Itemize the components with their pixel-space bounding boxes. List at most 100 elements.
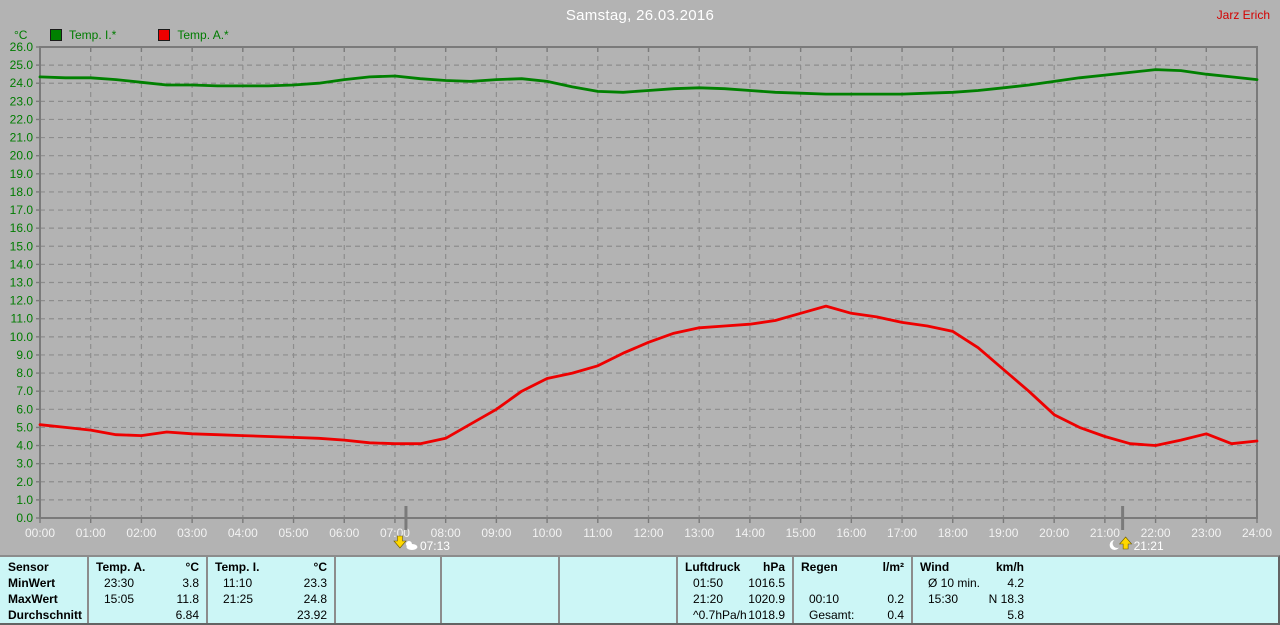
stat-row-label: MinWert bbox=[8, 576, 56, 590]
y-tick-label: 23.0 bbox=[10, 94, 34, 108]
x-tick-label: 15:00 bbox=[786, 526, 816, 540]
stat-cell-time: 01:50 bbox=[693, 576, 724, 590]
cloud-icon bbox=[406, 544, 418, 550]
y-tick-label: 8.0 bbox=[16, 366, 33, 380]
temperature-chart[interactable]: 0.0 1.0 2.0 3.0 4.0 5.0 6.0 7.0 8.0 9.0 10.0 11.0 12… bbox=[0, 0, 1280, 555]
x-tick-label: 01:00 bbox=[76, 526, 106, 540]
y-tick-label: 2.0 bbox=[16, 475, 33, 489]
stat-column-separator bbox=[440, 557, 442, 623]
sunrise-tick bbox=[404, 506, 408, 530]
x-tick-label: 23:00 bbox=[1191, 526, 1221, 540]
stat-cell-value: 23.92 bbox=[296, 608, 327, 622]
sunset-tick bbox=[1121, 506, 1125, 530]
legend-item-temp-a: Temp. A.* bbox=[158, 28, 229, 42]
stat-column-separator bbox=[334, 557, 336, 623]
y-tick-label: 1.0 bbox=[16, 493, 33, 507]
x-tick-label: 18:00 bbox=[938, 526, 968, 540]
stat-group-unit: °C bbox=[313, 560, 327, 574]
plot-border bbox=[39, 46, 1258, 519]
temp-a-color-swatch bbox=[158, 29, 171, 41]
y-tick-label: 17.0 bbox=[10, 203, 34, 217]
stat-group-unit: °C bbox=[185, 560, 199, 574]
y-tick-label: 22.0 bbox=[10, 112, 34, 126]
y-tick-label: 0.0 bbox=[16, 511, 33, 525]
stat-group-name: Regen bbox=[801, 560, 838, 574]
sunset-arrow-up-icon bbox=[1118, 536, 1133, 550]
y-tick-label: 20.0 bbox=[10, 149, 34, 163]
y-tick-label: 24.0 bbox=[10, 76, 34, 90]
stat-cell-value: 1020.9 bbox=[748, 592, 785, 606]
y-tick-label: 3.0 bbox=[16, 457, 33, 471]
y-tick-label: 15.0 bbox=[10, 239, 34, 253]
user-name-label: Jarz Erich bbox=[1216, 8, 1270, 22]
y-tick-label: 6.0 bbox=[16, 402, 33, 416]
grid-lines bbox=[40, 47, 1257, 518]
y-tick-label: 18.0 bbox=[10, 185, 34, 199]
x-tick-label: 09:00 bbox=[481, 526, 511, 540]
y-tick-label: 26.0 bbox=[10, 40, 34, 54]
stat-row-label: MaxWert bbox=[8, 592, 58, 606]
stat-cell-value: 11.8 bbox=[176, 592, 199, 606]
sunrise-arrow-down-icon bbox=[393, 535, 407, 549]
x-tick-label: 24:00 bbox=[1242, 526, 1272, 540]
legend-label-temp-a: Temp. A.* bbox=[177, 28, 229, 42]
stat-row-label: Durchschnitt bbox=[8, 608, 83, 622]
y-tick-label: 21.0 bbox=[10, 131, 34, 145]
temp-i-color-swatch bbox=[50, 29, 62, 41]
y-tick-label: 4.0 bbox=[16, 439, 33, 453]
y-tick-label: 25.0 bbox=[10, 58, 34, 72]
stat-cell-time: 21:25 bbox=[223, 592, 254, 606]
stat-cell-time: 15:30 bbox=[928, 592, 959, 606]
stat-cell-time: 00:10 bbox=[809, 592, 840, 606]
stat-cell-time: 21:20 bbox=[693, 592, 724, 606]
stat-cell-time: Gesamt: bbox=[809, 608, 855, 622]
x-tick-label: 00:00 bbox=[25, 526, 55, 540]
y-tick-label: 19.0 bbox=[10, 167, 34, 181]
x-tick-label: 10:00 bbox=[532, 526, 562, 540]
x-tick-label: 03:00 bbox=[177, 526, 207, 540]
stat-cell-value: 24.8 bbox=[303, 592, 327, 606]
stat-group-name: Wind bbox=[920, 560, 950, 574]
y-tick-label: 5.0 bbox=[16, 420, 33, 434]
stat-column-separator bbox=[676, 557, 678, 623]
stat-cell-time: 23:30 bbox=[104, 576, 135, 590]
sunset-time-label: 21:21 bbox=[1134, 539, 1164, 553]
stat-group-name: Temp. I. bbox=[215, 560, 260, 574]
x-tick-label: 02:00 bbox=[126, 526, 156, 540]
x-tick-label: 04:00 bbox=[228, 526, 258, 540]
x-tick-label: 16:00 bbox=[836, 526, 866, 540]
y-tick-label: 11.0 bbox=[11, 312, 34, 326]
y-tick-label: 13.0 bbox=[10, 276, 34, 290]
x-tick-label: 19:00 bbox=[988, 526, 1018, 540]
y-tick-label: 7.0 bbox=[16, 384, 33, 398]
stat-group-name: Luftdruck bbox=[685, 560, 741, 574]
stat-group-name: Temp. A. bbox=[96, 560, 146, 574]
y-axis-unit-label: °C bbox=[14, 28, 28, 42]
stat-group-unit: km/h bbox=[995, 560, 1024, 574]
stat-column-separator bbox=[206, 557, 208, 623]
chart-legend: Temp. I.* Temp. A.* bbox=[50, 28, 229, 42]
stat-column-separator bbox=[87, 557, 89, 623]
date-title: Samstag, 26.03.2016 bbox=[565, 7, 715, 24]
stat-cell-value: 1018.9 bbox=[748, 608, 785, 622]
y-tick-label: 12.0 bbox=[10, 294, 34, 308]
moon-icon-cutout bbox=[1112, 539, 1122, 548]
x-tick-label: 20:00 bbox=[1039, 526, 1069, 540]
stat-cell-value: 0.4 bbox=[887, 608, 904, 622]
stat-group-unit: l/m² bbox=[882, 560, 904, 574]
stat-cell-value: 1016.5 bbox=[748, 576, 785, 590]
sunrise-marker: 07:13 bbox=[393, 506, 450, 553]
y-tick-label: 10.0 bbox=[10, 330, 34, 344]
x-tick-label: 21:00 bbox=[1090, 526, 1120, 540]
stat-cell-value: 3.8 bbox=[182, 576, 199, 590]
x-tick-label: 12:00 bbox=[633, 526, 663, 540]
y-tick-label: 16.0 bbox=[10, 221, 34, 235]
stats-table: Sensor MinWert MaxWert Durchschnitt Temp. A.… bbox=[0, 555, 1280, 625]
stat-column-separator bbox=[792, 557, 794, 623]
legend-item-temp-i: Temp. I.* bbox=[50, 28, 116, 42]
stat-cell-value: 23.3 bbox=[303, 576, 327, 590]
y-axis-labels: 0.0 1.0 2.0 3.0 4.0 5.0 6.0 7.0 8.0 9.0 10.0 11.0 12… bbox=[10, 40, 34, 525]
temp-i-line bbox=[38, 68, 1259, 96]
x-tick-label: 06:00 bbox=[329, 526, 359, 540]
